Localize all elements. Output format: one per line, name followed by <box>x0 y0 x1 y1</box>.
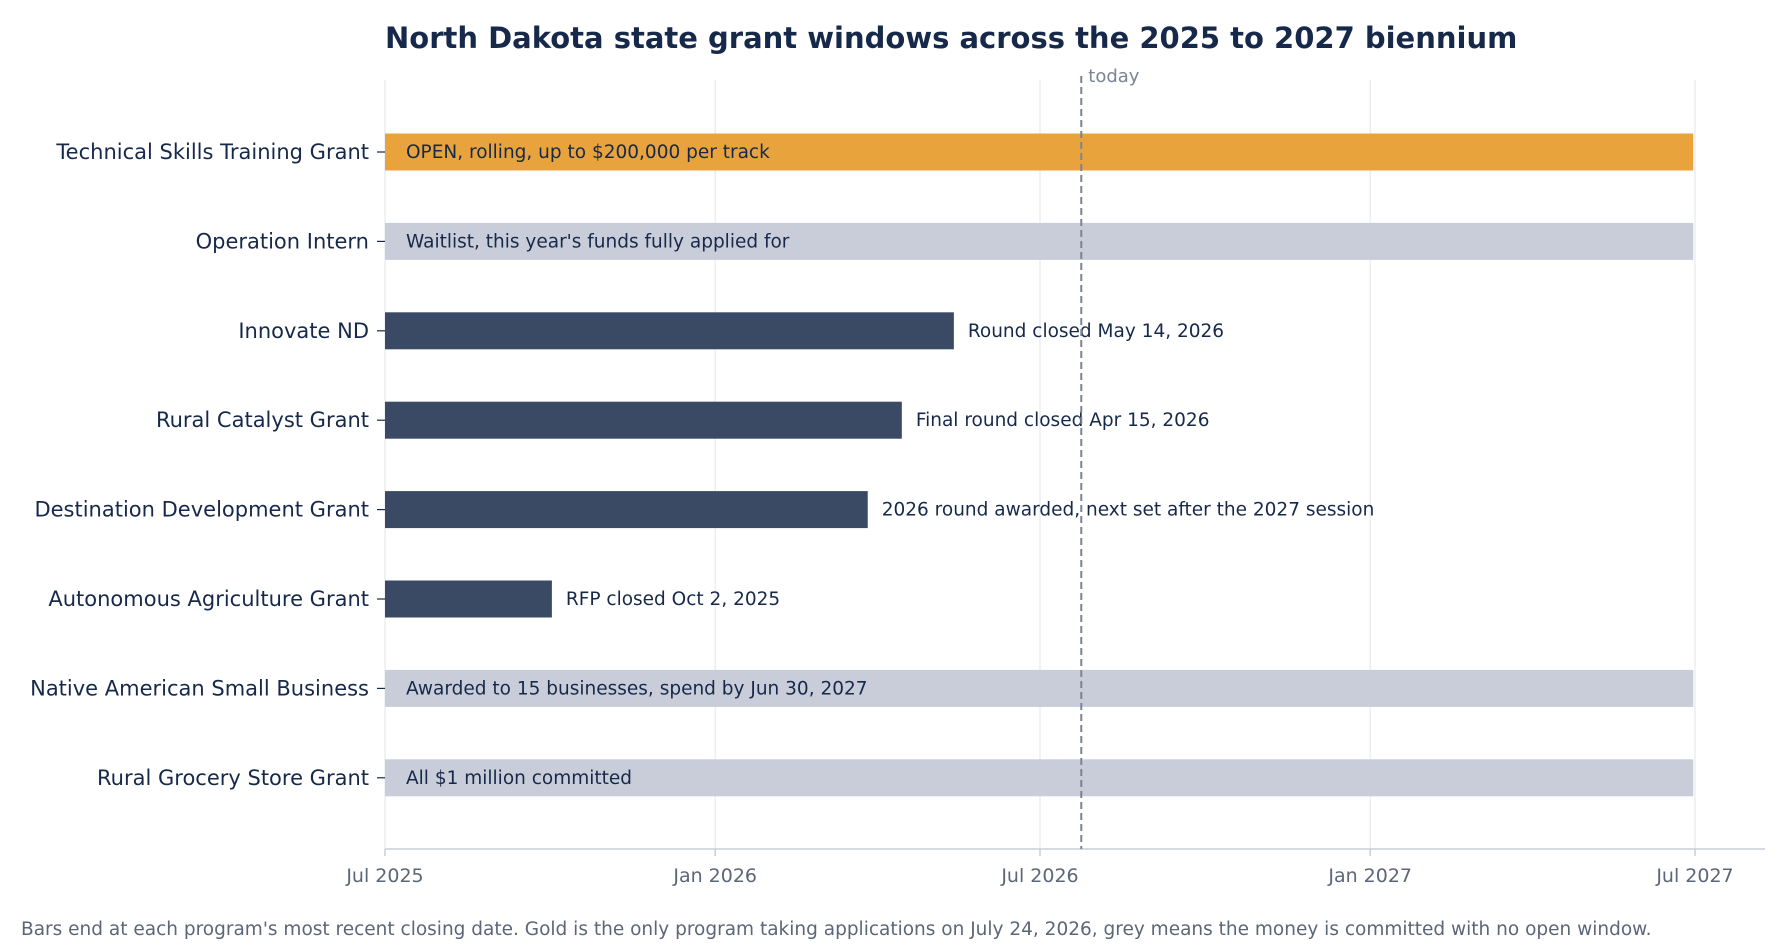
category-label: Native American Small Business <box>30 676 369 700</box>
bar-closed <box>385 580 552 618</box>
bar-label: OPEN, rolling, up to $200,000 per track <box>406 142 770 163</box>
x-tick-label: Jul 2026 <box>1000 865 1078 887</box>
x-axis: Jul 2025 Jan 2026 Jul 2026 Jan 2027 Jul 2027… <box>30 140 1765 887</box>
bar-closed <box>385 312 954 350</box>
category-label: Autonomous Agriculture Grant <box>48 587 369 611</box>
vertical-gridlines <box>384 80 1696 849</box>
x-tick-label: Jul 2025 <box>345 865 423 887</box>
chart-caption: Bars end at each program's most recent c… <box>21 919 1652 940</box>
bar-open <box>385 133 1694 171</box>
category-label: Destination Development Grant <box>34 498 369 522</box>
bar-label: All $1 million committed <box>406 768 632 789</box>
bar-committed <box>385 759 1694 797</box>
x-tick-label: Jan 2026 <box>672 865 757 887</box>
bar-label: 2026 round awarded, next set after the 2… <box>882 500 1375 521</box>
bar-committed <box>385 669 1694 707</box>
x-tick-label: Jul 2027 <box>1655 865 1733 887</box>
x-tick-label: Jan 2027 <box>1327 865 1412 887</box>
bar-label: Waitlist, this year's funds fully applie… <box>406 231 790 252</box>
chart-title: North Dakota state grant windows across … <box>385 21 1517 55</box>
category-label: Rural Grocery Store Grant <box>97 766 369 790</box>
bar-committed <box>385 222 1694 260</box>
bar-closed <box>385 401 902 439</box>
category-label: Rural Catalyst Grant <box>156 408 369 432</box>
today-marker: today <box>1080 66 1140 849</box>
bar-label: Final round closed Apr 15, 2026 <box>916 410 1210 431</box>
category-label: Technical Skills Training Grant <box>55 140 369 164</box>
bar-closed <box>385 491 868 529</box>
bars-layer: OPEN, rolling, up to $200,000 per track W… <box>385 133 1694 797</box>
category-label: Innovate ND <box>238 319 369 343</box>
bar-label: Awarded to 15 businesses, spend by Jun 3… <box>406 678 868 699</box>
category-label: Operation Intern <box>196 229 369 253</box>
bar-label: RFP closed Oct 2, 2025 <box>566 589 780 610</box>
bar-label: Round closed May 14, 2026 <box>968 321 1224 342</box>
today-label: today <box>1088 66 1140 87</box>
